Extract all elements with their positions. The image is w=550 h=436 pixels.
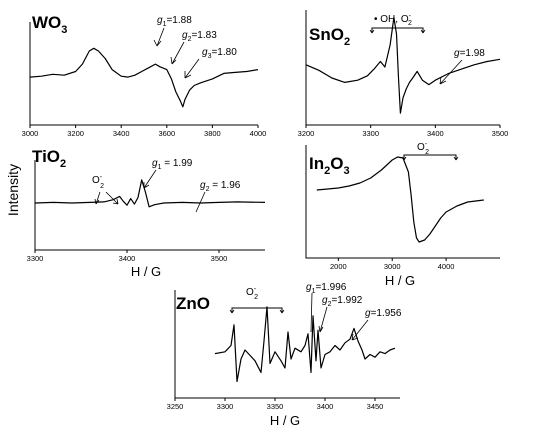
panel-zno: ZnO 3250 3300 3350 3400 3450 H / G O-2 g1=1.… [167, 282, 402, 428]
ticks-zno: 3250 3300 3350 3400 3450 [167, 398, 384, 411]
arrow-g2-zno [318, 306, 328, 333]
bracket-in2o3 [403, 154, 457, 160]
x-axis-label-in2o3: H / G [385, 273, 415, 288]
annot-o2-tio2: O-2 [92, 174, 104, 190]
panel-tio2: TiO2 3300 3400 3500 H / G O-2 g1 = 1.99 g2… [27, 147, 266, 279]
annot-g2-wo3: g2=1.83 [182, 30, 217, 43]
panel-title-tio2: TiO2 [32, 147, 66, 170]
trace-zno [214, 306, 396, 383]
panel-sno2: SnO2 3200 3300 3400 3500 • OH, O-2 g=1.98 [298, 10, 509, 138]
x-tick-label-zno: 3400 [317, 402, 334, 411]
axis-in2o3 [305, 145, 500, 259]
x-tick-label-in2o3: 2000 [330, 262, 347, 271]
x-tick-label-zno: 3250 [167, 402, 184, 411]
x-tick-label-wo3: 3600 [158, 129, 175, 138]
x-tick-label-wo3: 3000 [22, 129, 39, 138]
x-tick-label-tio2: 3500 [211, 254, 228, 263]
trace-wo3 [29, 47, 259, 108]
x-axis-label-zno: H / G [270, 413, 300, 428]
annot-g2-zno: g2=1.992 [322, 295, 363, 308]
panel-title-in2o3: In2O3 [309, 154, 350, 177]
bracket-arrows-sno2 [369, 29, 426, 34]
x-tick-label-tio2: 3300 [27, 254, 44, 263]
x-tick-label-zno: 3300 [217, 402, 234, 411]
panel-wo3: WO3 3000 3200 3400 3600 3800 4000 g1=1.88 g2=… [22, 13, 267, 138]
x-tick-label-zno: 3450 [367, 402, 384, 411]
x-tick-label-sno2: 3500 [492, 129, 509, 138]
ticks-sno2: 3200 3300 3400 3500 [298, 125, 509, 138]
arrow-g1-zno [310, 292, 313, 333]
x-tick-label-wo3: 3400 [113, 129, 130, 138]
x-tick-label-sno2: 3300 [362, 129, 379, 138]
x-tick-label-zno: 3350 [267, 402, 284, 411]
x-tick-label-sno2: 3400 [427, 129, 444, 138]
x-tick-label-wo3: 3800 [204, 129, 221, 138]
bracket-sno2 [371, 27, 424, 33]
bracket-zno [231, 307, 283, 313]
panel-title-sno2: SnO2 [309, 25, 350, 48]
trace-sno2 [305, 16, 501, 114]
arrow-g-sno2 [439, 59, 463, 85]
panel-in2o3: In2O3 2000 3000 4000 H / G O-2 [305, 141, 500, 288]
annot-g3-wo3: g3=1.80 [202, 47, 237, 60]
annot-g2-tio2: g2 = 1.96 [200, 180, 241, 193]
arrow-g2-tio2 [195, 191, 206, 213]
x-tick-label-wo3: 4000 [250, 129, 267, 138]
arrow-o2-tio2-b [105, 191, 119, 205]
bracket-arrows-in2o3 [401, 156, 459, 161]
annot-o2-in2o3: O-2 [417, 141, 429, 156]
bracket-arrows-zno [229, 309, 285, 314]
arrow-o2-tio2-a [94, 191, 101, 205]
ticks-tio2: 3300 3400 3500 [27, 250, 228, 263]
arrow-g2-wo3 [170, 41, 185, 65]
x-tick-label-tio2: 3400 [119, 254, 136, 263]
arrow-g1-tio2 [143, 169, 157, 189]
ticks-in2o3: 2000 3000 4000 [330, 258, 454, 271]
annot-o2-zno: O-2 [246, 286, 258, 301]
annot-g1-wo3: g1=1.88 [157, 15, 192, 28]
annot-g3-zno: g=1.956 [365, 308, 402, 319]
x-tick-label-sno2: 3200 [298, 129, 315, 138]
y-axis-label: Intensity [5, 164, 21, 216]
x-axis-label-tio2: H / G [131, 264, 161, 279]
annot-radical-sno2: • OH, O-2 [374, 13, 412, 27]
arrow-g1-wo3 [153, 27, 165, 47]
trace-in2o3 [316, 156, 484, 243]
ticks-wo3: 3000 3200 3400 3600 3800 4000 [22, 125, 267, 138]
annot-g-sno2: g=1.98 [454, 48, 485, 59]
annot-g1-tio2: g1 = 1.99 [152, 158, 193, 171]
x-tick-label-wo3: 3200 [67, 129, 84, 138]
panel-title-zno: ZnO [176, 294, 210, 313]
annot-g1-zno: g1=1.996 [306, 282, 347, 295]
arrow-g3-zno [351, 319, 369, 341]
axis-tio2 [34, 160, 265, 251]
arrow-g3-wo3 [184, 58, 200, 79]
panel-title-wo3: WO3 [32, 13, 67, 36]
x-tick-label-in2o3: 4000 [438, 262, 455, 271]
x-tick-label-in2o3: 3000 [384, 262, 401, 271]
